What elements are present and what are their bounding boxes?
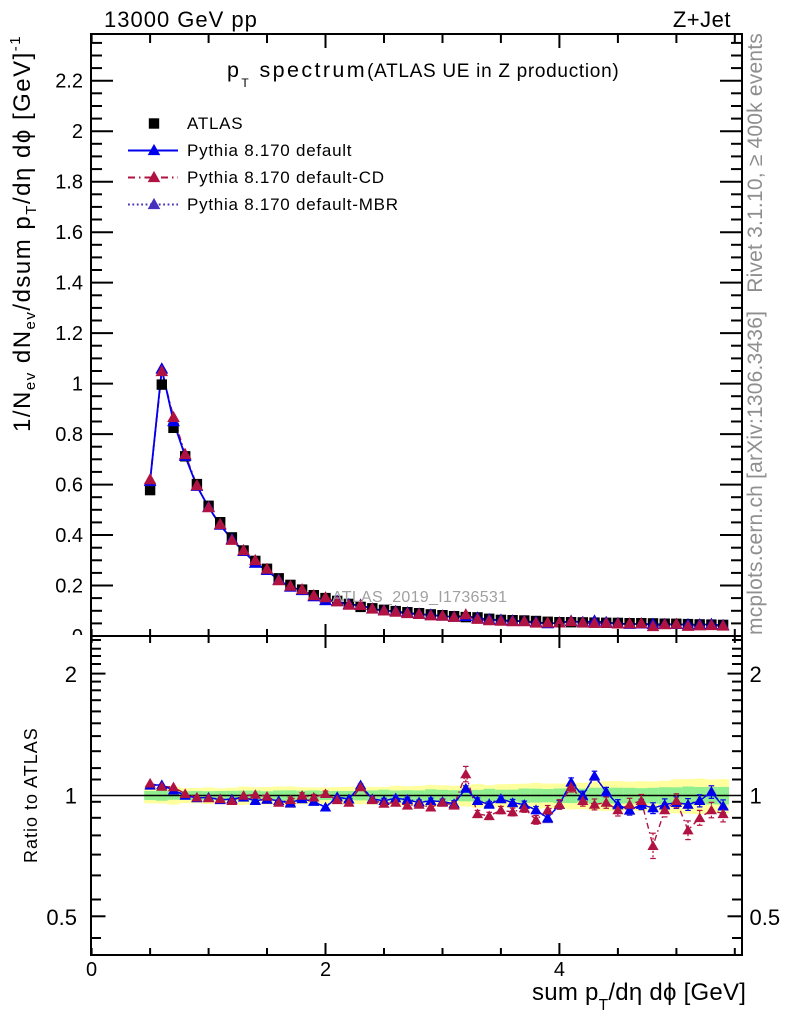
svg-text:ATLAS_2019_I1736531: ATLAS_2019_I1736531 bbox=[332, 589, 507, 606]
svg-text:4: 4 bbox=[554, 959, 565, 981]
svg-text:mcplots.cern.ch [arXiv:1306.34: mcplots.cern.ch [arXiv:1306.3436] bbox=[744, 311, 767, 635]
svg-text:0.4: 0.4 bbox=[55, 525, 83, 547]
svg-text:Pythia 8.170 default-CD: Pythia 8.170 default-CD bbox=[187, 168, 385, 187]
svg-text:Ratio to ATLAS: Ratio to ATLAS bbox=[21, 727, 41, 863]
svg-text:0.2: 0.2 bbox=[55, 576, 83, 598]
svg-text:0.5: 0.5 bbox=[750, 905, 781, 930]
svg-text:1/Nev dNev/dsum pT/dη dϕ [GeV: 1/Nev dNev/dsum pT/dη dϕ [GeV]-1 bbox=[7, 35, 40, 432]
svg-text:0: 0 bbox=[72, 626, 83, 648]
svg-text:1.4: 1.4 bbox=[55, 273, 83, 295]
svg-text:13000 GeV pp: 13000 GeV pp bbox=[104, 7, 258, 32]
svg-text:2: 2 bbox=[65, 662, 77, 687]
svg-text:2: 2 bbox=[750, 662, 762, 687]
svg-text:1: 1 bbox=[72, 374, 83, 396]
svg-text:1.6: 1.6 bbox=[55, 222, 83, 244]
svg-text:2: 2 bbox=[72, 121, 83, 143]
svg-text:1: 1 bbox=[750, 784, 762, 809]
svg-text:0.8: 0.8 bbox=[55, 424, 83, 446]
svg-text:2: 2 bbox=[320, 959, 331, 981]
svg-text:Pythia 8.170 default-MBR: Pythia 8.170 default-MBR bbox=[187, 195, 399, 214]
svg-text:0.6: 0.6 bbox=[55, 475, 83, 497]
svg-text:0.5: 0.5 bbox=[46, 905, 77, 930]
svg-text:1.8: 1.8 bbox=[55, 172, 83, 194]
svg-text:ATLAS: ATLAS bbox=[187, 114, 243, 133]
svg-text:2.2: 2.2 bbox=[55, 71, 83, 93]
svg-text:Pythia 8.170 default: Pythia 8.170 default bbox=[187, 141, 352, 160]
svg-text:0: 0 bbox=[86, 959, 97, 981]
svg-text:1.2: 1.2 bbox=[55, 323, 83, 345]
svg-text:1: 1 bbox=[65, 784, 77, 809]
svg-text:Rivet 3.1.10, ≥ 400k events: Rivet 3.1.10, ≥ 400k events bbox=[744, 33, 767, 293]
svg-text:Z+Jet: Z+Jet bbox=[673, 7, 731, 32]
